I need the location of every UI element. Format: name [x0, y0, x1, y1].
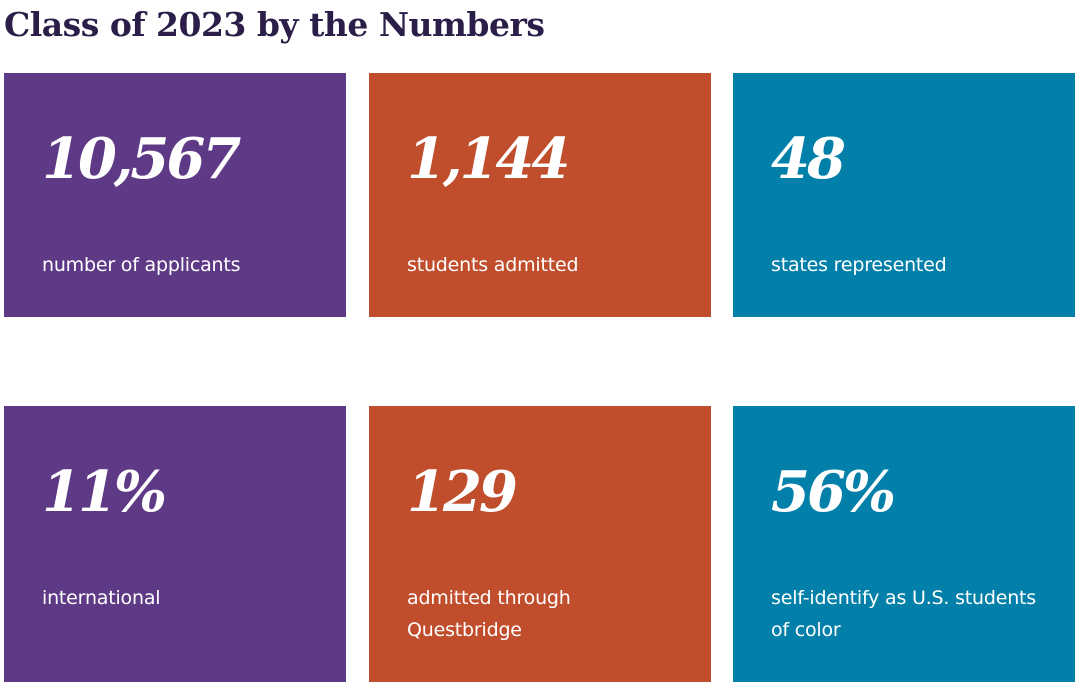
stat-label: students admitted [407, 254, 579, 276]
stat-card-applicants: 10,567 number of applicants [4, 73, 346, 317]
stat-card-admitted: 1,144 students admitted [369, 73, 711, 317]
stat-label: admitted through Questbridge [407, 587, 571, 641]
stat-value: 11% [42, 459, 167, 525]
stat-label: international [42, 587, 161, 609]
stat-value: 129 [407, 459, 518, 525]
stat-value: 1,144 [407, 126, 570, 192]
stat-card-students-of-color: 56% self-identify as U.S. students of co… [733, 406, 1075, 682]
page-title: Class of 2023 by the Numbers [4, 5, 545, 44]
stat-label: self-identify as U.S. students of color [771, 587, 1037, 641]
stat-value: 56% [771, 459, 896, 525]
stat-card-states: 48 states represented [733, 73, 1075, 317]
stat-value: 48 [771, 126, 846, 192]
stat-value: 10,567 [42, 126, 241, 192]
stat-card-international: 11% international [4, 406, 346, 682]
stat-label: states represented [771, 254, 947, 276]
stat-label: number of applicants [42, 254, 241, 276]
stat-card-questbridge: 129 admitted through Questbridge [369, 406, 711, 682]
